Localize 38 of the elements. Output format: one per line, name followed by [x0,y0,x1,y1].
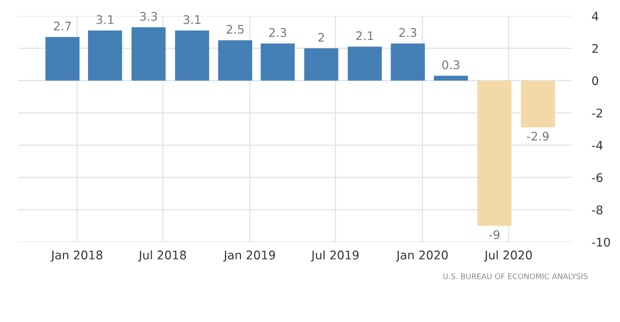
bar [434,76,468,81]
y-tick-label: 0 [592,76,598,86]
bar [477,80,512,226]
bar [132,27,166,81]
x-tick-label: Jan 2019 [223,250,275,262]
y-tick-label: -10 [592,238,610,247]
bar [45,36,80,81]
bar [304,48,338,81]
data-label: 2 [318,32,324,42]
data-label: -9 [489,230,500,240]
data-label: 2.5 [226,24,244,34]
x-tick-label: Jan 2020 [396,250,448,262]
data-label: 3.1 [96,15,114,24]
bar [88,30,122,81]
bar [520,80,555,128]
data-label: 3.3 [140,12,158,21]
bar [390,43,425,81]
data-label: 2.7 [54,22,71,30]
data-label: 2.3 [269,28,286,37]
y-tick-label: -8 [592,205,602,214]
x-tick-label: Jan 2018 [50,250,102,262]
data-label: 3.1 [184,15,200,24]
data-label: -2.9 [526,132,549,141]
y-tick-label: -2 [592,108,602,118]
data-label: 0.3 [442,60,460,70]
bar [175,30,210,81]
x-tick-label: Jul 2018 [138,250,186,262]
x-tick-label: Jul 2019 [310,250,359,262]
y-tick-label: -6 [592,173,602,182]
x-tick-label: Jul 2020 [484,250,532,262]
y-tick-label: -4 [592,141,603,150]
bar [348,46,382,81]
bar [218,40,252,81]
data-label: 2.1 [356,31,374,40]
y-tick-label: 4 [592,12,598,20]
bar [260,43,295,81]
y-tick-label: 2 [592,44,598,53]
data-label: 2.3 [399,28,416,37]
